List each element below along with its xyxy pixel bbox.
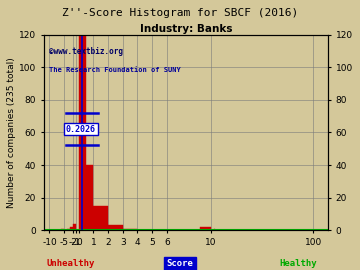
Bar — [79, 35, 86, 230]
Bar — [123, 229, 138, 230]
Text: Unhealthy: Unhealthy — [47, 259, 95, 268]
Bar — [108, 225, 123, 230]
Bar — [86, 165, 94, 230]
Y-axis label: Number of companies (235 total): Number of companies (235 total) — [7, 57, 16, 208]
Text: Z''-Score Histogram for SBCF (2016): Z''-Score Histogram for SBCF (2016) — [62, 8, 298, 18]
Title: Industry: Banks: Industry: Banks — [140, 24, 232, 34]
Bar — [73, 224, 76, 230]
Text: The Research Foundation of SUNY: The Research Foundation of SUNY — [49, 67, 181, 73]
Bar — [61, 229, 64, 230]
Bar — [70, 227, 73, 230]
Text: Healthy: Healthy — [279, 259, 317, 268]
Bar — [94, 206, 108, 230]
Bar — [214, 229, 215, 230]
Text: Score: Score — [167, 259, 193, 268]
Bar — [200, 227, 211, 230]
Bar — [67, 229, 70, 230]
Text: ©www.textbiz.org: ©www.textbiz.org — [49, 47, 123, 56]
Text: 0.2026: 0.2026 — [66, 125, 96, 134]
